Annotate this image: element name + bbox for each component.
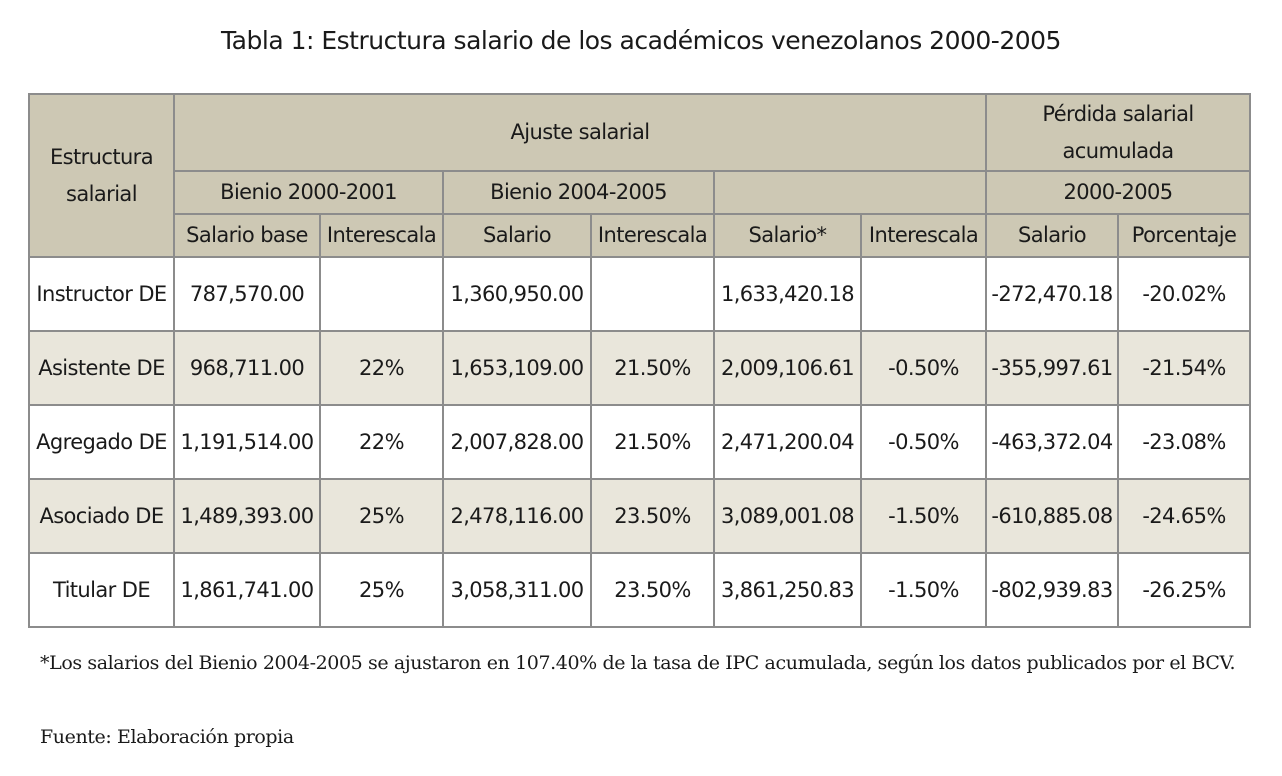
- table-row: Agregado DE 1,191,514.00 22% 2,007,828.00 21…: [28, 404, 1252, 480]
- cell: -272,470.18: [985, 256, 1120, 332]
- cell: -23.08%: [1117, 404, 1252, 480]
- cell: -21.54%: [1117, 330, 1252, 406]
- cell: 25%: [319, 478, 444, 554]
- cell: [590, 256, 715, 332]
- cell: 2,007,828.00: [442, 404, 592, 480]
- group-header: Pérdida salarial acumulada: [985, 93, 1252, 172]
- cell: 23.50%: [590, 478, 715, 554]
- row-label: Titular DE: [28, 552, 175, 628]
- cell: -463,372.04: [985, 404, 1120, 480]
- row-label: Agregado DE: [28, 404, 175, 480]
- table-row: Asociado DE 1,489,393.00 25% 2,478,116.00 23…: [28, 478, 1252, 554]
- cell: -355,997.61: [985, 330, 1120, 406]
- cell: 2,478,116.00: [442, 478, 592, 554]
- row-label: Asistente DE: [28, 330, 175, 406]
- column-header: Porcentaje: [1117, 213, 1252, 258]
- column-header: Interescala: [590, 213, 715, 258]
- cell: 3,089,001.08: [713, 478, 862, 554]
- cell: 21.50%: [590, 330, 715, 406]
- cell: 23.50%: [590, 552, 715, 628]
- cell: -0.50%: [859, 404, 988, 480]
- table-row: Titular DE 1,861,741.00 25% 3,058,311.00 23.…: [28, 552, 1252, 628]
- cell: -1.50%: [859, 478, 988, 554]
- table-row: Asistente DE 968,711.00 22% 1,653,109.00 21.…: [28, 330, 1252, 406]
- cell: 25%: [319, 552, 444, 628]
- period-header: 2000-2005: [985, 170, 1252, 215]
- cell: 22%: [319, 330, 444, 406]
- cell: 1,489,393.00: [173, 478, 321, 554]
- cell: 787,570.00: [173, 256, 321, 332]
- cell: -26.25%: [1117, 552, 1252, 628]
- cell: 2,471,200.04: [713, 404, 862, 480]
- cell: -1.50%: [859, 552, 988, 628]
- table-row: Instructor DE 787,570.00 1,360,950.00 1,633…: [28, 256, 1252, 332]
- row-label: Instructor DE: [28, 256, 175, 332]
- cell: 1,191,514.00: [173, 404, 321, 480]
- cell: 2,009,106.61: [713, 330, 862, 406]
- column-header: Salario: [442, 213, 592, 258]
- cell: 3,058,311.00: [442, 552, 592, 628]
- column-header: Salario base: [173, 213, 321, 258]
- cell: [859, 256, 988, 332]
- cell: -610,885.08: [985, 478, 1120, 554]
- column-header: Salario*: [713, 213, 862, 258]
- cell: 1,861,741.00: [173, 552, 321, 628]
- group-header: Ajuste salarial: [172, 93, 988, 172]
- cell: -802,939.83: [985, 552, 1120, 628]
- cell: 21.50%: [590, 404, 715, 480]
- cell: 1,653,109.00: [442, 330, 592, 406]
- period-header: Bienio 2000-2001: [173, 170, 444, 215]
- cell: -0.50%: [859, 330, 988, 406]
- row-header: Estructura salarial: [28, 93, 175, 258]
- table-title: Tabla 1: Estructura salario de los acadé…: [221, 26, 1061, 55]
- cell: 22%: [319, 404, 444, 480]
- cell: 1,360,950.00: [442, 256, 592, 332]
- column-header: Salario: [985, 213, 1120, 258]
- period-header: Bienio 2004-2005: [442, 170, 715, 215]
- column-header: Interescala: [859, 213, 988, 258]
- salary-table: Estructura salarial Ajuste salarial Pérd…: [28, 93, 1252, 628]
- cell: 968,711.00: [173, 330, 321, 406]
- column-header: Interescala: [319, 213, 444, 258]
- footnote: *Los salarios del Bienio 2004-2005 se aj…: [40, 652, 1236, 674]
- row-label: Asociado DE: [28, 478, 175, 554]
- cell: -20.02%: [1117, 256, 1252, 332]
- cell: 1,633,420.18: [713, 256, 862, 332]
- cell: 3,861,250.83: [713, 552, 862, 628]
- cell: [319, 256, 444, 332]
- cell: -24.65%: [1117, 478, 1252, 554]
- source-note: Fuente: Elaboración propia: [40, 726, 294, 748]
- empty-header: [712, 170, 988, 215]
